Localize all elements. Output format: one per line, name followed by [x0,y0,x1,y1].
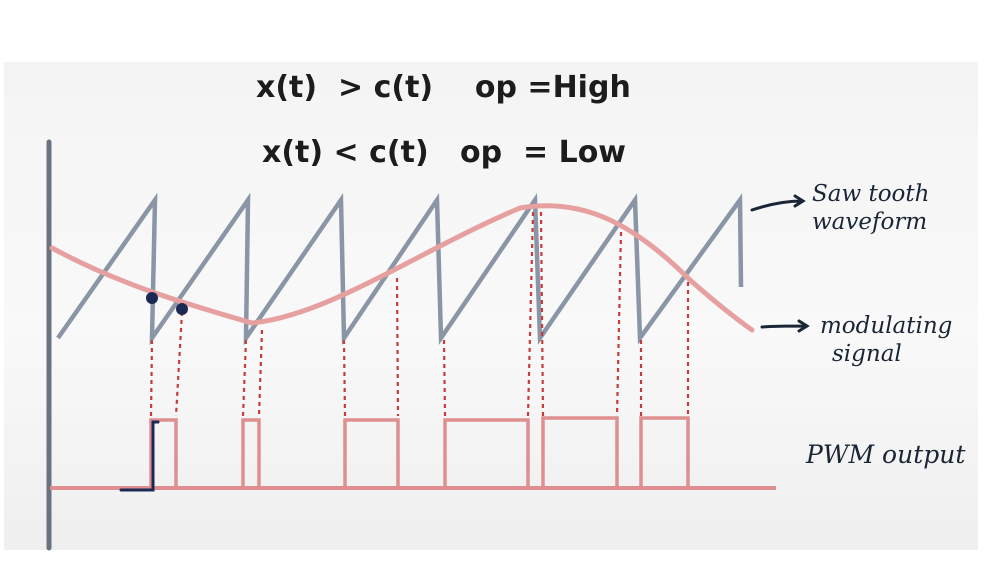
intersection-dot-1 [146,292,158,304]
intersection-guides [149,211,690,417]
guide-5 [342,339,347,417]
ink-annotations [119,194,810,492]
guide-9 [539,211,545,417]
pwm-pulse-5 [541,416,619,488]
sawtooth-waveform [56,192,744,346]
modulating-signal [49,203,755,333]
condition-high-text: x(t) > c(t) op =High [256,70,631,105]
guide-3 [241,339,248,417]
pwm-pulse-3 [343,418,400,488]
pwm-output-label: PWM output [806,440,966,469]
whiteboard-background [4,62,978,550]
sawtooth-label: Saw tooth waveform [812,180,982,236]
guide-1 [149,339,154,417]
ink-rising-edge [119,420,160,492]
sawtooth-label-line1: Saw tooth [812,181,930,207]
modulating-label-line1: modulating [820,313,953,339]
guide-8 [526,211,535,417]
condition-low-text: x(t) < c(t) op = Low [262,135,627,170]
modulating-label-line2: signal [832,341,902,367]
modulating-arrow-icon [760,319,810,333]
guide-7 [442,339,447,417]
guide-6 [395,277,400,417]
pwm-pulse-2 [241,418,261,488]
intersection-dot-2 [176,303,188,315]
pwm-output-waveform [149,416,690,488]
modulating-label: modulating signal [820,312,980,368]
guide-10 [615,231,623,417]
guide-4 [257,329,264,417]
sawtooth-label-line2: waveform [812,209,928,235]
pwm-pulse-1 [149,418,178,488]
sawtooth-arrow-icon [750,194,806,212]
guide-2 [174,311,184,417]
pwm-pulse-4 [443,418,530,488]
pwm-pulse-6 [639,416,690,488]
